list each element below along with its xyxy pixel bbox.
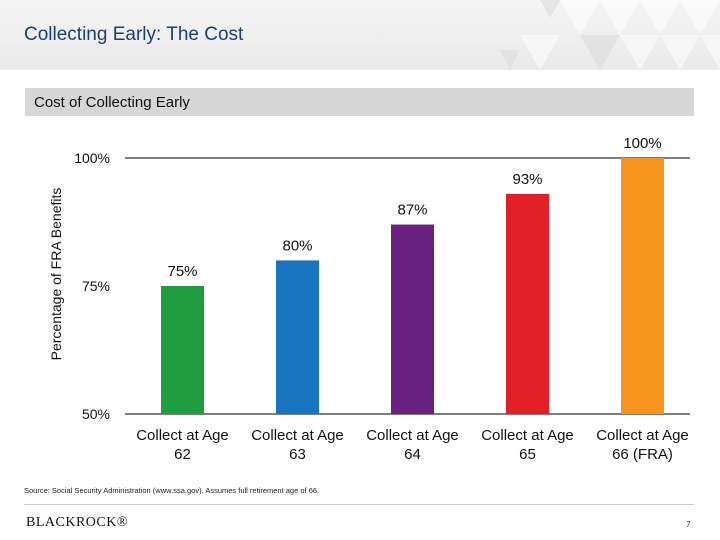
data-label: 87% [397,202,427,219]
x-tick-label: 63 [289,446,306,463]
x-tick-label: 66 (FRA) [612,446,673,463]
bar [391,224,434,414]
data-label: 100% [623,135,661,152]
data-label: 80% [282,237,312,254]
data-label: 93% [512,171,542,188]
x-tick-label: 65 [519,446,536,463]
y-tick-label: 75% [82,278,110,294]
page-number: 7 [686,520,691,529]
x-tick-label: Collect at Age [136,427,229,444]
y-tick-label: 100% [74,150,110,166]
x-tick-label: Collect at Age [596,427,689,444]
y-axis-label: Percentage of FRA Benefits [48,188,64,361]
bar [621,158,664,414]
blackrock-logo: BLACKROCK® [26,515,128,530]
decorative-pattern [500,0,720,70]
x-tick-label: 64 [404,446,421,463]
chart-title: Cost of Collecting Early [34,94,190,111]
data-label: 75% [167,263,197,280]
header-banner: Collecting Early: The Cost [0,0,720,70]
y-tick-label: 50% [82,406,110,422]
x-tick-label: Collect at Age [366,427,459,444]
source-note: Source: Social Security Administration (… [24,486,320,495]
bar-chart: 50% 75% 100% Percentage of FRA Benefits 75% C… [48,135,690,463]
bar [506,193,549,414]
bar [161,286,204,414]
x-tick-label: Collect at Age [481,427,574,444]
bar [276,260,319,414]
x-tick-label: 62 [174,446,191,463]
chart-title-bar: Cost of Collecting Early [25,88,694,116]
footer-divider [24,504,694,505]
x-tick-label: Collect at Age [251,427,344,444]
page-title: Collecting Early: The Cost [24,24,244,45]
